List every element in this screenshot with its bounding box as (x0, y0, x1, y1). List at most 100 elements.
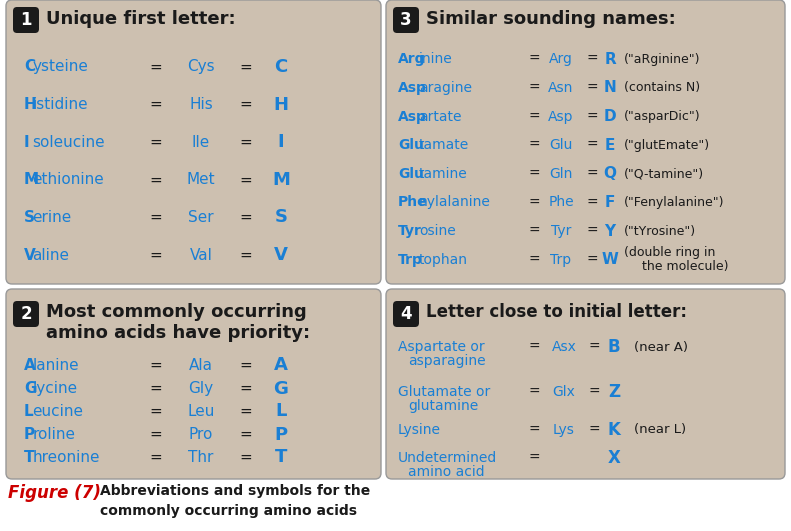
Text: B: B (607, 338, 620, 356)
Text: L: L (24, 404, 34, 419)
Text: Thr: Thr (188, 450, 214, 465)
Text: =: = (240, 358, 252, 373)
Text: Asx: Asx (551, 340, 577, 354)
Text: ("Q-tamine"): ("Q-tamine") (624, 167, 704, 181)
Text: Glu: Glu (398, 167, 424, 181)
Text: 1: 1 (21, 11, 32, 29)
Text: hreonine: hreonine (32, 450, 100, 465)
Text: ("asparDic"): ("asparDic") (624, 110, 701, 123)
Text: =: = (528, 451, 539, 465)
Text: G: G (24, 381, 36, 396)
Text: =: = (586, 109, 598, 124)
FancyBboxPatch shape (6, 0, 381, 284)
Text: osine: osine (419, 224, 456, 238)
Text: Asp: Asp (398, 109, 427, 124)
Text: =: = (528, 109, 539, 124)
Text: Abbreviations and symbols for the
commonly occurring amino acids: Abbreviations and symbols for the common… (100, 484, 370, 518)
Text: L: L (275, 402, 286, 421)
Text: (near L): (near L) (634, 424, 686, 436)
Text: I: I (24, 135, 29, 150)
Text: tamate: tamate (419, 138, 469, 152)
Text: R: R (604, 52, 616, 67)
Text: T: T (274, 449, 287, 467)
Text: K: K (607, 421, 620, 439)
Text: (near A): (near A) (634, 340, 688, 354)
Text: Most commonly occurring
amino acids have priority:: Most commonly occurring amino acids have… (46, 303, 310, 342)
Text: Lysine: Lysine (398, 423, 441, 437)
Text: Z: Z (608, 383, 620, 401)
Text: the molecule): the molecule) (642, 260, 729, 273)
Text: Phe: Phe (398, 195, 428, 209)
Text: 2: 2 (21, 305, 32, 323)
Text: lycine: lycine (32, 381, 78, 396)
Text: =: = (528, 423, 539, 437)
Text: M: M (24, 173, 39, 187)
Text: Asn: Asn (548, 81, 573, 95)
FancyBboxPatch shape (386, 289, 785, 479)
Text: Tyr: Tyr (551, 224, 571, 238)
Text: lanine: lanine (32, 358, 79, 373)
Text: Q: Q (604, 166, 616, 181)
Text: Ser: Ser (188, 210, 214, 225)
Text: ("aRginine"): ("aRginine") (624, 53, 701, 66)
Text: =: = (528, 224, 539, 238)
Text: Tyr: Tyr (398, 224, 422, 238)
Text: =: = (240, 97, 252, 112)
Text: =: = (528, 340, 539, 354)
Text: ethionine: ethionine (32, 173, 104, 187)
Text: V: V (274, 246, 288, 264)
Text: V: V (24, 247, 36, 263)
FancyBboxPatch shape (13, 301, 39, 327)
FancyBboxPatch shape (386, 0, 785, 284)
Text: Gln: Gln (549, 167, 573, 181)
Text: =: = (240, 404, 252, 419)
Text: =: = (149, 59, 162, 74)
Text: ysteine: ysteine (32, 59, 89, 74)
Text: soleucine: soleucine (32, 135, 105, 150)
Text: Lys: Lys (553, 423, 575, 437)
Text: =: = (149, 173, 162, 187)
Text: =: = (149, 381, 162, 396)
Text: =: = (528, 167, 539, 181)
FancyBboxPatch shape (13, 7, 39, 33)
Text: H: H (274, 96, 289, 114)
Text: Val: Val (190, 247, 213, 263)
Text: ("Fenylalanine"): ("Fenylalanine") (624, 196, 725, 209)
Text: =: = (586, 167, 598, 181)
Text: Arg: Arg (398, 53, 426, 66)
Text: Asp: Asp (548, 109, 573, 124)
Text: Cys: Cys (187, 59, 215, 74)
Text: Gly: Gly (188, 381, 214, 396)
Text: =: = (240, 59, 252, 74)
Text: Glx: Glx (553, 385, 575, 399)
Text: N: N (604, 80, 616, 96)
Text: =: = (528, 53, 539, 66)
Text: Trp: Trp (398, 253, 423, 267)
Text: =: = (240, 427, 252, 442)
Text: T: T (24, 450, 35, 465)
Text: =: = (528, 253, 539, 267)
Text: Aspartate or: Aspartate or (398, 340, 485, 354)
Text: aline: aline (32, 247, 70, 263)
Text: =: = (589, 423, 600, 437)
Text: A: A (274, 356, 288, 374)
Text: Letter close to initial letter:: Letter close to initial letter: (426, 303, 687, 321)
Text: inine: inine (419, 53, 452, 66)
Text: =: = (240, 247, 252, 263)
Text: E: E (605, 138, 615, 153)
Text: =: = (149, 450, 162, 465)
Text: Arg: Arg (549, 53, 573, 66)
Text: =: = (149, 210, 162, 225)
Text: Undetermined: Undetermined (398, 451, 498, 465)
Text: C: C (274, 58, 288, 76)
Text: glutamine: glutamine (408, 399, 479, 413)
Text: nylalanine: nylalanine (419, 195, 491, 209)
Text: =: = (586, 138, 598, 152)
FancyBboxPatch shape (393, 7, 419, 33)
Text: roline: roline (32, 427, 75, 442)
Text: amino acid: amino acid (408, 465, 485, 479)
Text: Glu: Glu (398, 138, 424, 152)
Text: =: = (240, 450, 252, 465)
Text: S: S (274, 209, 287, 227)
Text: aragine: aragine (419, 81, 472, 95)
